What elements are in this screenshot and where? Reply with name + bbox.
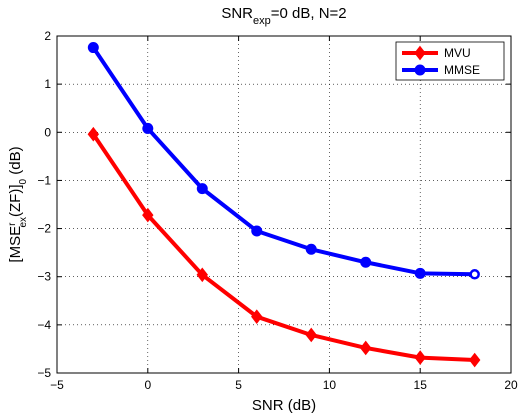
legend: MVU MMSE: [395, 41, 505, 81]
mmse-point: [142, 122, 154, 134]
y-tick-label: −3: [37, 270, 51, 284]
y-tick-label: 2: [44, 29, 51, 43]
grid: [57, 36, 511, 373]
x-tick-label: 15: [414, 378, 428, 392]
x-tick-label: 5: [235, 378, 242, 392]
axes: −5 0 5 10 15 20 −5 −4 −3 −2 −1 0 1 2: [37, 29, 518, 392]
legend-label-mvu: MVU: [444, 46, 471, 60]
mvu-point: [360, 340, 372, 356]
series-mmse: [87, 42, 480, 280]
mmse-point: [87, 42, 99, 54]
title-sub: exp: [253, 15, 271, 27]
ylabel-pre: [MSE: [7, 226, 24, 263]
ylabel-post: (dB): [7, 146, 24, 179]
legend-marker-mvu: [414, 45, 426, 61]
series-mvu: [87, 126, 481, 368]
mmse-point: [469, 269, 480, 280]
x-tick-label: −5: [50, 378, 64, 392]
legend-item-mvu: MVU: [402, 45, 471, 61]
mmse-point: [196, 183, 208, 195]
legend-item-mmse: MMSE: [402, 63, 480, 77]
y-tick-label: −4: [37, 318, 51, 332]
axes-box: [56, 35, 512, 374]
ylabel-sub: ex: [18, 217, 29, 228]
mvu-point: [414, 350, 426, 365]
series-layer: [87, 42, 481, 368]
mmse-point: [414, 267, 426, 279]
mvu-point: [468, 352, 481, 368]
legend-label-mmse: MMSE: [444, 63, 480, 77]
mvu-point: [305, 327, 317, 343]
mvu-point: [196, 267, 208, 283]
ylabel-mid: (ZF)]: [7, 185, 24, 217]
mmse-point: [360, 256, 372, 268]
title-rest: =0 dB, N=2: [271, 5, 347, 22]
labels: SNRexp=0 dB, N=2 SNR (dB) [MSErex(ZF)]0 …: [7, 5, 347, 414]
ylabel-sup: r: [7, 222, 18, 226]
y-tick-label: 1: [44, 77, 51, 91]
x-tick-label: 0: [144, 378, 151, 392]
legend-box: [395, 41, 505, 81]
title-main: SNR: [221, 5, 253, 22]
mvu-line: [91, 133, 475, 362]
y-tick-label: −1: [37, 173, 51, 187]
ylabel-sub2: 0: [18, 179, 29, 185]
chart-title: SNRexp=0 dB, N=2: [221, 5, 346, 27]
y-tick-label: −2: [37, 222, 51, 236]
mvu-point: [251, 309, 263, 324]
mmse-line: [91, 46, 475, 277]
y-tick-label: 0: [44, 125, 51, 139]
x-tick-label: 10: [323, 378, 337, 392]
x-tick-label: 20: [504, 378, 518, 392]
plot-area: [57, 36, 511, 373]
mvu-point: [142, 207, 154, 223]
y-axis-label: [MSErex(ZF)]0 (dB): [7, 146, 29, 262]
x-axis-label: SNR (dB): [252, 397, 316, 414]
mmse-point: [305, 243, 317, 255]
legend-marker-mmse: [414, 64, 426, 76]
mmse-point: [251, 225, 263, 237]
y-tick-label: −5: [37, 366, 51, 380]
mvu-point: [87, 126, 100, 142]
